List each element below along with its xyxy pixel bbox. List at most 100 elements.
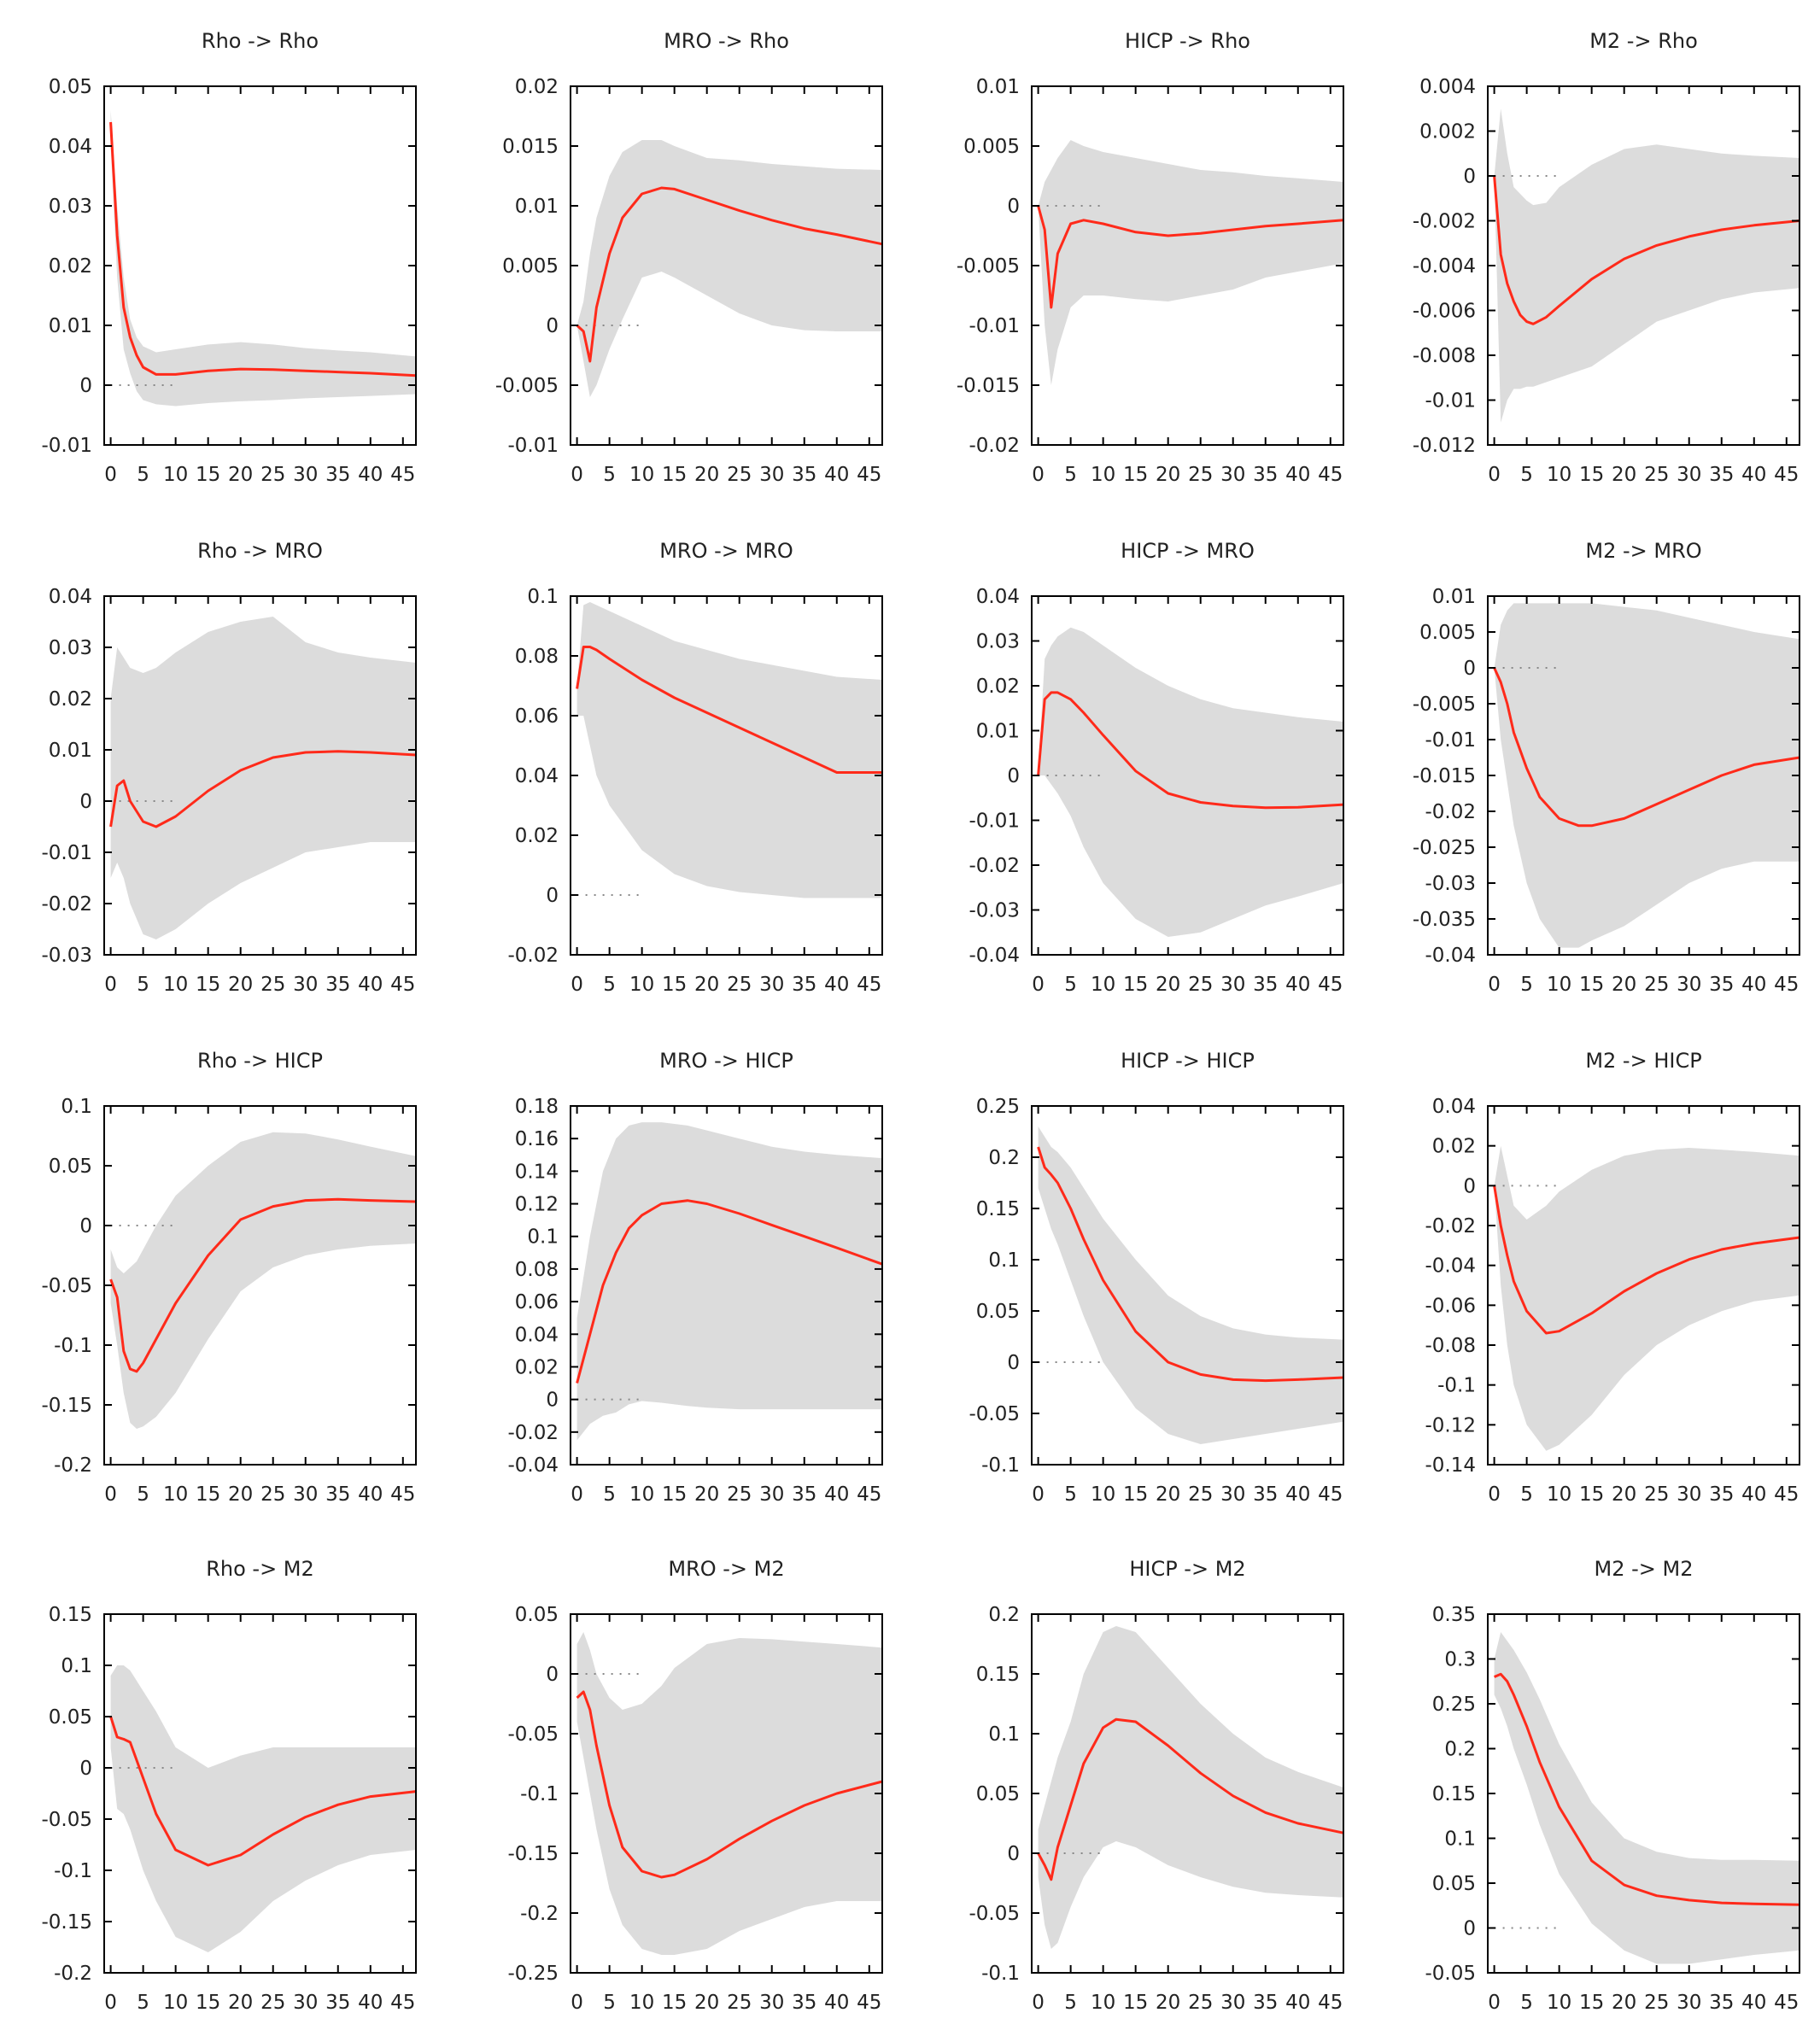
x-tick-label: 10	[629, 1992, 654, 2014]
y-tick-label: 0.01	[49, 315, 92, 337]
x-tick-label: 40	[358, 1483, 383, 1506]
y-tick-label: -0.15	[507, 1843, 559, 1865]
response-line	[109, 1716, 417, 1867]
x-tick-label: 15	[1579, 974, 1604, 996]
y-tick-label: -0.02	[969, 855, 1020, 877]
y-tick-label: 0	[546, 315, 559, 337]
x-tick-label: 35	[1709, 464, 1734, 486]
y-tick-label: 0.03	[49, 196, 92, 218]
y-tick-label: -0.02	[1425, 1215, 1476, 1237]
y-tick-label: 0.02	[515, 76, 559, 98]
x-tick-label: 20	[694, 974, 719, 996]
x-tick-label: 15	[196, 974, 220, 996]
y-tick-label: 0.1	[527, 586, 559, 608]
x-tick-label: 45	[1774, 464, 1799, 486]
y-tick-label: 0.18	[515, 1096, 559, 1118]
y-tick-label: 0	[1007, 765, 1020, 787]
response-line	[1037, 691, 1344, 810]
x-tick-label: 20	[228, 464, 253, 486]
x-tick-label: 25	[260, 974, 285, 996]
y-tick-label: 0.05	[976, 1783, 1020, 1805]
y-tick-label: -0.006	[1413, 301, 1476, 323]
x-tick-label: 25	[260, 464, 285, 486]
y-tick-label: -0.1	[54, 1335, 92, 1357]
x-tick-label: 40	[1285, 1992, 1310, 2014]
x-tick-label: 35	[1253, 974, 1278, 996]
y-tick-label: -0.2	[54, 1454, 92, 1477]
y-tick-label: -0.01	[41, 435, 92, 457]
y-tick-label: 0.2	[1444, 1739, 1476, 1761]
panel-title: HICP -> MRO	[1121, 539, 1255, 563]
y-tick-label: 0.04	[49, 586, 92, 608]
confidence-band	[1038, 1626, 1343, 1949]
x-tick-label: 10	[1547, 464, 1571, 486]
x-tick-label: 40	[1741, 1992, 1766, 2014]
x-tick-label: 40	[824, 464, 849, 486]
response-line	[1494, 1672, 1800, 1906]
x-tick-label: 15	[1579, 1483, 1604, 1506]
y-tick-label: 0.3	[1444, 1649, 1476, 1671]
confidence-band	[1494, 603, 1800, 948]
y-tick-label: 0.015	[502, 136, 559, 158]
x-tick-label: 25	[727, 1992, 752, 2014]
x-tick-label: 15	[1579, 464, 1604, 486]
response-line	[1037, 1717, 1344, 1881]
panel-title: MRO -> HICP	[659, 1049, 793, 1073]
panel-title: HICP -> M2	[1129, 1557, 1245, 1581]
x-tick-label: 0	[1488, 974, 1501, 996]
y-tick-label: 0	[1463, 166, 1476, 188]
y-tick-label: 0.1	[527, 1226, 559, 1249]
y-tick-label: 0.12	[515, 1194, 559, 1216]
x-tick-label: 35	[1253, 1992, 1278, 2014]
y-tick-label: 0	[1463, 658, 1476, 680]
x-tick-label: 15	[1123, 1992, 1148, 2014]
panel-title: Rho -> HICP	[197, 1049, 323, 1073]
x-tick-label: 35	[792, 1992, 816, 2014]
y-tick-label: 0.05	[49, 1156, 92, 1178]
y-tick-label: -0.2	[54, 1963, 92, 1985]
x-tick-label: 35	[1253, 464, 1278, 486]
x-tick-label: 10	[163, 1483, 188, 1506]
y-tick-label: -0.005	[957, 255, 1020, 278]
y-tick-label: 0.01	[515, 196, 559, 218]
y-tick-label: -0.03	[969, 900, 1020, 922]
x-tick-label: 45	[1318, 974, 1343, 996]
x-tick-label: 25	[727, 464, 752, 486]
x-tick-label: 25	[260, 1483, 285, 1506]
y-tick-label: 0.02	[515, 825, 559, 847]
x-tick-label: 40	[358, 1992, 383, 2014]
y-tick-label: 0	[79, 1758, 92, 1780]
y-tick-label: 0.004	[1419, 76, 1476, 98]
y-tick-label: 0.35	[1432, 1604, 1476, 1626]
panel-mro-rho: MRO -> Rho 0.02 0.015 0.01 0.005 0 -0.005 -0.01…	[495, 29, 883, 486]
x-tick-label: 20	[1612, 1992, 1636, 2014]
x-tick-label: 30	[1220, 974, 1245, 996]
y-tick-label: -0.1	[981, 1963, 1020, 1985]
x-tick-label: 20	[1612, 1483, 1636, 1506]
panel-mro-m2: MRO -> M20.050-0.05-0.1-0.15-0.2-0.250 5 1…	[507, 1557, 883, 2014]
confidence-band	[110, 1132, 416, 1429]
x-tick-label: 30	[759, 464, 784, 486]
confidence-band	[576, 602, 882, 898]
y-tick-label: -0.03	[41, 945, 92, 967]
y-tick-label: -0.015	[957, 375, 1020, 397]
y-tick-label: -0.012	[1413, 435, 1476, 457]
x-tick-label: 40	[1741, 464, 1766, 486]
x-tick-label: 30	[1677, 464, 1701, 486]
panel-title: MRO -> M2	[668, 1557, 784, 1581]
y-tick-label: -0.1	[54, 1860, 92, 1882]
y-tick-label: -0.015	[1413, 765, 1476, 787]
x-tick-label: 45	[1318, 1483, 1343, 1506]
x-tick-label: 30	[1220, 1483, 1245, 1506]
y-tick-label: 0	[1007, 1352, 1020, 1374]
x-tick-label: 5	[603, 974, 616, 996]
x-tick-label: 10	[1091, 974, 1115, 996]
x-tick-label: 35	[1709, 974, 1734, 996]
x-tick-label: 5	[1520, 974, 1533, 996]
x-tick-label: 20	[228, 1992, 253, 2014]
response-line	[1493, 1185, 1800, 1335]
y-tick-label: -0.05	[41, 1275, 92, 1297]
panel-m2-m2: M2 -> M2 0.35 0.3 0.25 0.2 0.15 0.1 0.05 0 -0.05 0…	[1425, 1557, 1800, 2014]
y-tick-label: -0.01	[969, 810, 1020, 833]
plot-frame	[570, 1105, 883, 1466]
